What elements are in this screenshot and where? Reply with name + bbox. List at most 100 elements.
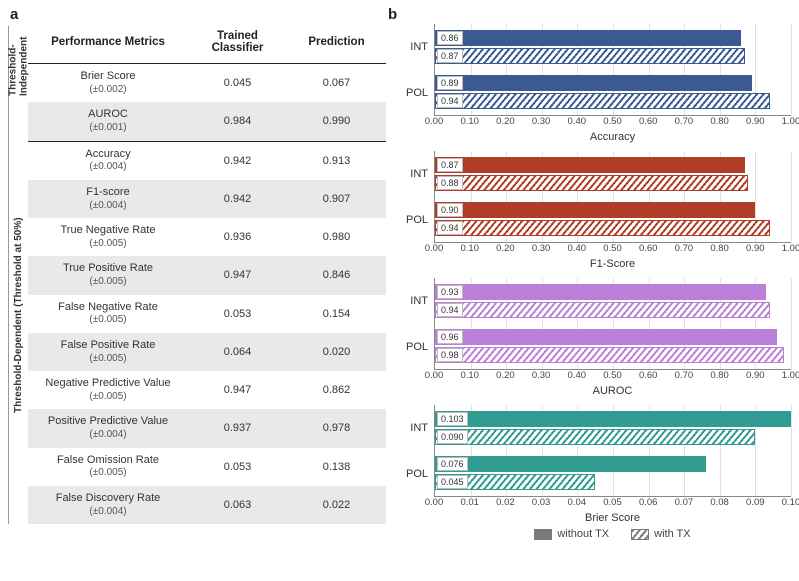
bar-without-tx: [435, 456, 706, 472]
trained-value-cell: 0.936: [188, 218, 287, 256]
table-row: F1-score(±0.004)0.9420.907: [28, 180, 386, 218]
bar-value-badge: 0.86: [437, 31, 463, 45]
bar-value-badge: 0.94: [437, 94, 463, 108]
prediction-value-cell: 0.020: [287, 333, 386, 371]
metric-name-cell: AUROC(±0.001): [28, 102, 188, 141]
trained-value-cell: 0.942: [188, 180, 287, 218]
prediction-value-cell: 0.980: [287, 218, 386, 256]
x-tick: 0.01: [460, 497, 479, 508]
bar-without-tx: [435, 202, 755, 218]
trained-value-cell: 0.947: [188, 371, 287, 409]
table-row: AUROC(±0.001)0.9840.990: [28, 102, 386, 141]
y-axis-label: INT: [396, 24, 434, 70]
chart: INTPOL0.1030.0900.0760.0450.000.010.020.…: [396, 405, 791, 524]
x-tick: 0.02: [496, 497, 515, 508]
table-wrap: Threshold- Independent Threshold-Depende…: [8, 26, 388, 524]
bar-group: 0.87 0.88: [435, 151, 791, 197]
y-axis-label: INT: [396, 278, 434, 324]
x-tick: 0.10: [460, 116, 479, 127]
x-tick: 0.20: [496, 370, 515, 381]
table-row: False Negative Rate(±0.005)0.0530.154: [28, 295, 386, 333]
trained-value-cell: 0.053: [188, 448, 287, 486]
y-axis-label: INT: [396, 405, 434, 451]
metric-name-cell: Accuracy(±0.004): [28, 141, 188, 180]
x-tick: 0.60: [639, 116, 658, 127]
metric-name-cell: True Positive Rate(±0.005): [28, 256, 188, 294]
x-tick: 0.50: [603, 116, 622, 127]
metrics-table: Performance Metrics Trained Classifier P…: [28, 26, 386, 524]
x-tick: 0.06: [639, 497, 658, 508]
bar-value-badge: 0.94: [437, 221, 463, 235]
x-axis-title: Accuracy: [434, 131, 791, 143]
x-tick: 0.70: [675, 243, 694, 254]
x-tick: 0.08: [710, 497, 729, 508]
x-axis-title: Brier Score: [434, 512, 791, 524]
prediction-value-cell: 0.138: [287, 448, 386, 486]
y-axis-label: INT: [396, 151, 434, 197]
bar-with-tx: [435, 48, 745, 64]
bar-without-tx: [435, 411, 791, 427]
header-metric: Performance Metrics: [28, 26, 188, 64]
prediction-value-cell: 0.067: [287, 64, 386, 103]
charts-container: INTPOL0.860.870.890.940.000.100.200.300.…: [396, 24, 791, 524]
bar-with-tx: [435, 175, 748, 191]
table-header-row: Performance Metrics Trained Classifier P…: [28, 26, 386, 64]
plot-area: 0.930.940.960.98: [434, 278, 791, 370]
legend: without TX with TX: [434, 528, 791, 540]
x-tick: 1.00: [782, 116, 799, 127]
x-tick: 0.30: [532, 370, 551, 381]
bar-value-badge: 0.89: [437, 76, 463, 90]
bar-value-badge: 0.88: [437, 176, 463, 190]
x-tick: 0.10: [460, 370, 479, 381]
bar-group: 0.86 0.87: [435, 24, 791, 70]
y-axis-label: POL: [396, 451, 434, 497]
x-tick: 0.05: [603, 497, 622, 508]
bar-group: 0.0760.045: [435, 451, 791, 497]
table-row: False Omission Rate(±0.005)0.0530.138: [28, 448, 386, 486]
bar-with-tx: [435, 220, 770, 236]
bar-value-badge: 0.87: [437, 158, 463, 172]
metric-name-cell: Positive Predictive Value(±0.004): [28, 409, 188, 447]
prediction-value-cell: 0.846: [287, 256, 386, 294]
section-label-dependent: Threshold-Dependent (Threshold at 50%): [8, 106, 28, 524]
table-row: False Positive Rate(±0.005)0.0640.020: [28, 333, 386, 371]
metric-name-cell: F1-score(±0.004): [28, 180, 188, 218]
trained-value-cell: 0.942: [188, 141, 287, 180]
x-tick: 0.10: [782, 497, 799, 508]
x-tick: 0.80: [710, 116, 729, 127]
x-tick: 0.40: [568, 370, 587, 381]
x-tick: 0.50: [603, 243, 622, 254]
panel-b: b INTPOL0.860.870.890.940.000.100.200.30…: [388, 6, 791, 581]
prediction-value-cell: 0.022: [287, 486, 386, 524]
x-tick: 0.60: [639, 243, 658, 254]
trained-value-cell: 0.984: [188, 102, 287, 141]
legend-hatch: with TX: [631, 528, 690, 540]
x-tick: 0.09: [746, 497, 765, 508]
metric-name-cell: False Negative Rate(±0.005): [28, 295, 188, 333]
x-tick: 0.03: [532, 497, 551, 508]
x-tick: 0.07: [675, 497, 694, 508]
bar-without-tx: [435, 284, 766, 300]
metric-name-cell: False Positive Rate(±0.005): [28, 333, 188, 371]
bar-without-tx: [435, 75, 752, 91]
x-tick: 0.00: [425, 370, 444, 381]
prediction-value-cell: 0.907: [287, 180, 386, 218]
bar-value-badge: 0.87: [437, 49, 463, 63]
table-row: False Discovery Rate(±0.004)0.0630.022: [28, 486, 386, 524]
x-tick: 0.10: [460, 243, 479, 254]
bar-group: 0.89 0.94: [435, 70, 791, 116]
section-labels: Threshold- Independent Threshold-Depende…: [8, 26, 28, 524]
x-tick: 0.80: [710, 370, 729, 381]
bar-value-badge: 0.90: [437, 203, 463, 217]
metric-name-cell: False Discovery Rate(±0.004): [28, 486, 188, 524]
plot-area: 0.86 0.87 0.89 0.94: [434, 24, 791, 116]
trained-value-cell: 0.947: [188, 256, 287, 294]
trained-value-cell: 0.053: [188, 295, 287, 333]
x-tick: 0.30: [532, 116, 551, 127]
bar-value-badge: 0.076: [437, 457, 468, 471]
x-tick: 0.90: [746, 243, 765, 254]
x-tick: 0.40: [568, 116, 587, 127]
x-tick: 0.00: [425, 497, 444, 508]
x-tick: 0.60: [639, 370, 658, 381]
header-trained: Trained Classifier: [188, 26, 287, 64]
